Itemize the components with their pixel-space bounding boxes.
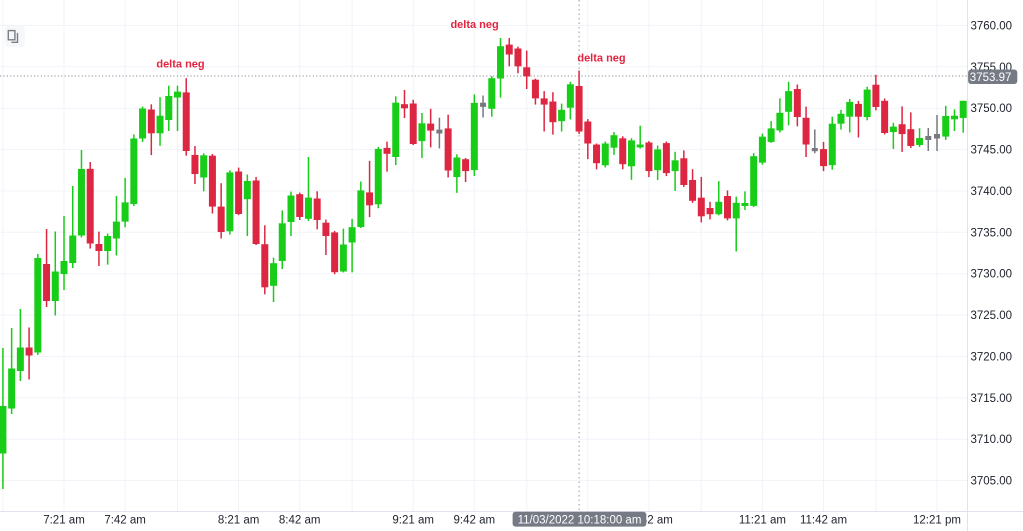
svg-text:delta neg: delta neg — [450, 19, 498, 31]
svg-text:delta neg: delta neg — [156, 59, 204, 71]
svg-text:3745.00: 3745.00 — [971, 145, 1013, 157]
svg-text:3760.00: 3760.00 — [971, 20, 1013, 32]
svg-text:delta neg: delta neg — [577, 53, 625, 65]
svg-text:9:42 am: 9:42 am — [454, 515, 496, 527]
svg-text:11:42 am: 11:42 am — [800, 515, 847, 527]
svg-text:8:42 am: 8:42 am — [279, 515, 321, 527]
svg-text:3735.00: 3735.00 — [971, 227, 1013, 239]
svg-text:8:21 am: 8:21 am — [218, 515, 260, 527]
svg-text:3705.00: 3705.00 — [971, 476, 1013, 488]
svg-text:11/03/2022 10:18:00 am: 11/03/2022 10:18:00 am — [518, 515, 642, 527]
svg-text:3730.00: 3730.00 — [971, 269, 1013, 281]
svg-text:3725.00: 3725.00 — [971, 310, 1013, 322]
svg-text:9:21 am: 9:21 am — [392, 515, 434, 527]
svg-text:11:21 am: 11:21 am — [739, 515, 786, 527]
svg-text:3750.00: 3750.00 — [971, 103, 1013, 115]
svg-text:3740.00: 3740.00 — [971, 186, 1013, 198]
svg-text:3753.97: 3753.97 — [970, 72, 1012, 84]
svg-text:3710.00: 3710.00 — [971, 434, 1013, 446]
svg-text:7:42 am: 7:42 am — [104, 515, 146, 527]
svg-text:7:21 am: 7:21 am — [43, 515, 85, 527]
svg-text:3715.00: 3715.00 — [971, 393, 1013, 405]
svg-text:3720.00: 3720.00 — [971, 352, 1013, 364]
svg-text:12:21 pm: 12:21 pm — [913, 515, 961, 527]
